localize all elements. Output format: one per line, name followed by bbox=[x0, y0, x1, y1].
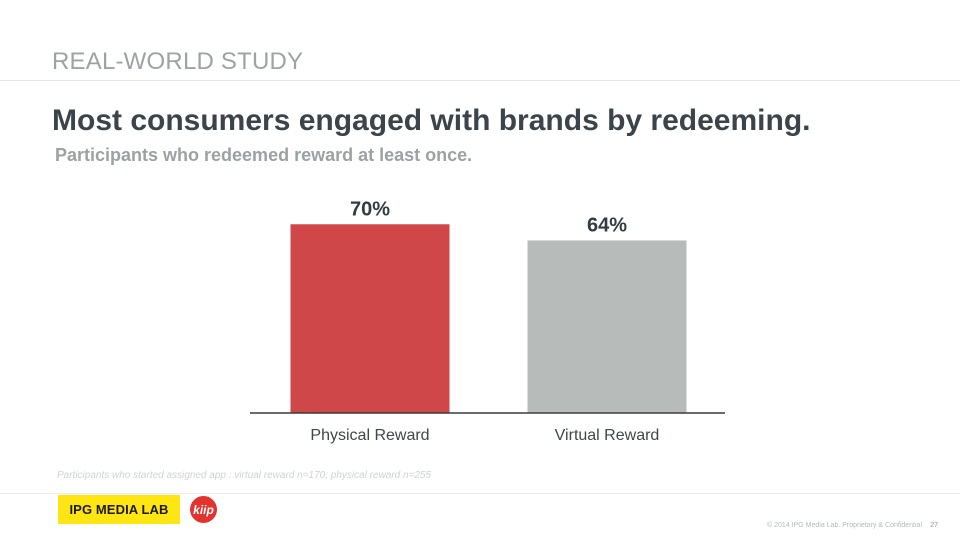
sample-size-footnote: Participants who started assigned app : … bbox=[57, 470, 432, 481]
ipg-media-lab-logo: IPG MEDIA LAB bbox=[58, 495, 180, 524]
bar-virtual-reward bbox=[527, 240, 687, 413]
page-number: 27 bbox=[930, 522, 938, 529]
data-label-physical-reward: 70% bbox=[350, 198, 390, 220]
category-label-virtual-reward: Virtual Reward bbox=[555, 427, 660, 444]
category-label-physical-reward: Physical Reward bbox=[310, 427, 429, 444]
slide-headline: Most consumers engaged with brands by re… bbox=[52, 104, 811, 137]
copyright-notice: © 2014 IPG Media Lab. Proprietary & Conf… bbox=[767, 522, 922, 529]
bottom-divider bbox=[0, 493, 960, 494]
bar-physical-reward bbox=[290, 224, 450, 413]
slide-subhead: Participants who redeemed reward at leas… bbox=[55, 145, 473, 165]
top-divider bbox=[0, 80, 960, 81]
section-label: REAL-WORLD STUDY bbox=[52, 48, 304, 75]
kiip-logo: kiip bbox=[190, 496, 217, 523]
bars-layer: 70% Physical Reward 64% Virtual Reward bbox=[290, 198, 687, 444]
data-label-virtual-reward: 64% bbox=[587, 214, 627, 236]
